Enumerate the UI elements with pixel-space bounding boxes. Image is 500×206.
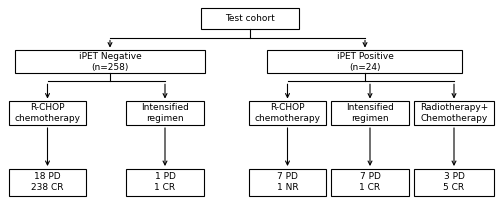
Text: 18 PD
238 CR: 18 PD 238 CR [31, 172, 64, 192]
FancyBboxPatch shape [331, 101, 409, 125]
Text: iPET Positive
(n=24): iPET Positive (n=24) [336, 52, 394, 72]
FancyBboxPatch shape [414, 169, 494, 196]
Text: 3 PD
5 CR: 3 PD 5 CR [444, 172, 464, 192]
FancyBboxPatch shape [248, 101, 326, 125]
FancyBboxPatch shape [9, 101, 86, 125]
FancyBboxPatch shape [331, 169, 409, 196]
FancyBboxPatch shape [126, 169, 204, 196]
FancyBboxPatch shape [9, 169, 86, 196]
FancyBboxPatch shape [15, 50, 205, 73]
Text: 7 PD
1 CR: 7 PD 1 CR [360, 172, 380, 192]
Text: R-CHOP
chemotherapy: R-CHOP chemotherapy [14, 103, 80, 123]
FancyBboxPatch shape [126, 101, 204, 125]
Text: R-CHOP
chemotherapy: R-CHOP chemotherapy [254, 103, 320, 123]
FancyBboxPatch shape [201, 8, 298, 29]
FancyBboxPatch shape [268, 50, 462, 73]
FancyBboxPatch shape [248, 169, 326, 196]
Text: Radiotherapy+
Chemotherapy: Radiotherapy+ Chemotherapy [420, 103, 488, 123]
Text: Test cohort: Test cohort [225, 14, 275, 23]
FancyBboxPatch shape [414, 101, 494, 125]
Text: 1 PD
1 CR: 1 PD 1 CR [154, 172, 176, 192]
Text: iPET Negative
(n=258): iPET Negative (n=258) [78, 52, 142, 72]
Text: Intensified
regimen: Intensified regimen [346, 103, 394, 123]
Text: Intensified
regimen: Intensified regimen [141, 103, 189, 123]
Text: 7 PD
1 NR: 7 PD 1 NR [276, 172, 298, 192]
